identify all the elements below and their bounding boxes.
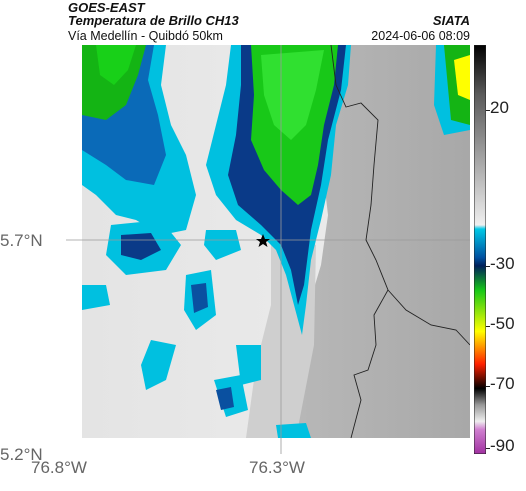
cbar-tick-minus90: -90 [490,436,515,455]
cbar-tick-mark-3 [486,326,490,327]
boundary-line-east [387,289,470,346]
cbar-tick-minus30: -30 [490,254,515,273]
route-subtitle: Vía Medellín - Quibdó 50km [68,29,223,43]
source-title: GOES-EAST [68,0,145,15]
colorbar [474,45,486,454]
cloud-green-west-core [96,45,136,85]
x-tick-76-8w: 76.8°W [31,458,87,477]
cbar-tick-mark-4 [486,386,490,387]
cbar-tick-mark-5 [486,448,490,449]
cbar-tick-mark-2 [486,266,490,267]
cell-cyan-7 [276,423,311,438]
cbar-tick-minus50: -50 [490,314,515,333]
cell-cyan-3 [204,230,241,260]
cell-cyan-5 [236,345,261,385]
y-tick-5-2n: 5.2°N [0,445,43,464]
boundary-line [330,45,389,439]
cell-cyan-4 [141,340,176,390]
cbar-tick-20: 20 [490,98,509,117]
datetime-label: 2024-06-06 08:09 [371,29,470,43]
cloud-green-central-core [261,50,324,140]
cbar-tick-mark-1 [486,110,490,111]
x-tick-76-3w: 76.3°W [249,458,305,477]
brand-label: SIATA [432,13,470,28]
product-title: Temperatura de Brillo CH13 [68,13,239,28]
cloud-yellow-east [454,55,470,100]
cbar-tick-minus70: -70 [490,374,515,393]
cell-cyan-8 [82,285,110,310]
location-star-icon[interactable] [256,234,270,247]
cell-blue-2 [191,283,208,313]
satellite-map[interactable] [66,45,470,454]
warm-gray-zone [291,45,470,438]
cell-blue-6 [216,387,234,410]
y-tick-5-7n: 5.7°N [0,231,43,250]
